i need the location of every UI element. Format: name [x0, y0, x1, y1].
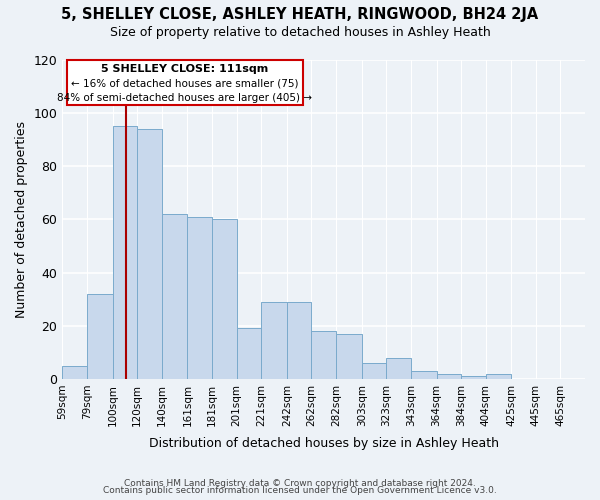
X-axis label: Distribution of detached houses by size in Ashley Heath: Distribution of detached houses by size … — [149, 437, 499, 450]
Bar — [411, 371, 437, 379]
Bar — [137, 129, 161, 379]
Text: Contains public sector information licensed under the Open Government Licence v3: Contains public sector information licen… — [103, 486, 497, 495]
Bar — [187, 217, 212, 379]
Bar — [261, 302, 287, 379]
Bar — [287, 302, 311, 379]
Bar — [437, 374, 461, 379]
Y-axis label: Number of detached properties: Number of detached properties — [15, 121, 28, 318]
Bar — [212, 220, 236, 379]
Bar — [236, 328, 261, 379]
FancyBboxPatch shape — [67, 60, 303, 105]
Bar — [336, 334, 362, 379]
Bar — [161, 214, 187, 379]
Bar — [62, 366, 87, 379]
Text: 5, SHELLEY CLOSE, ASHLEY HEATH, RINGWOOD, BH24 2JA: 5, SHELLEY CLOSE, ASHLEY HEATH, RINGWOOD… — [61, 8, 539, 22]
Text: ← 16% of detached houses are smaller (75): ← 16% of detached houses are smaller (75… — [71, 78, 299, 88]
Text: 84% of semi-detached houses are larger (405) →: 84% of semi-detached houses are larger (… — [58, 93, 313, 103]
Bar — [87, 294, 113, 379]
Bar — [113, 126, 137, 379]
Text: 5 SHELLEY CLOSE: 111sqm: 5 SHELLEY CLOSE: 111sqm — [101, 64, 269, 74]
Bar — [311, 331, 336, 379]
Bar — [461, 376, 485, 379]
Text: Size of property relative to detached houses in Ashley Heath: Size of property relative to detached ho… — [110, 26, 490, 39]
Bar — [386, 358, 411, 379]
Bar — [485, 374, 511, 379]
Bar — [362, 363, 386, 379]
Text: Contains HM Land Registry data © Crown copyright and database right 2024.: Contains HM Land Registry data © Crown c… — [124, 478, 476, 488]
